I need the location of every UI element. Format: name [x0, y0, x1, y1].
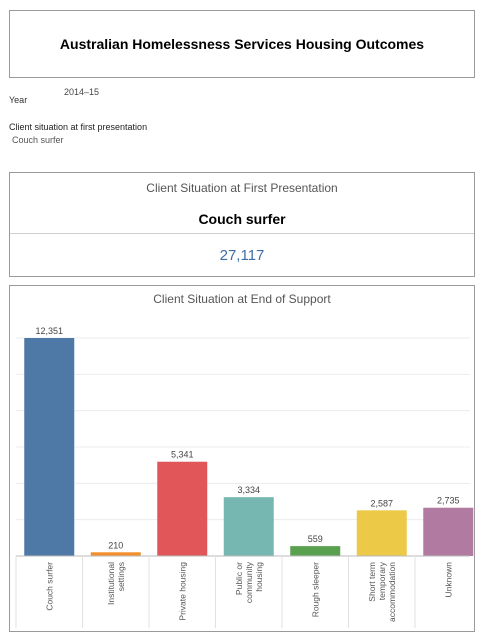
- kpi-value: 27,117: [219, 247, 265, 264]
- category-label: Public orcommunityhousing: [234, 561, 264, 603]
- bar[interactable]: [290, 546, 341, 556]
- bar[interactable]: [24, 338, 75, 556]
- chart-title: Client Situation at End of Support: [153, 292, 331, 306]
- year-filter-value[interactable]: 2014–15: [64, 87, 100, 97]
- data-label: 2,587: [370, 498, 393, 508]
- category-label: Unknown: [443, 562, 453, 598]
- bar[interactable]: [356, 510, 407, 556]
- year-filter-label: Year: [9, 95, 28, 105]
- data-label: 559: [308, 534, 323, 544]
- category-label: Rough sleeper: [310, 562, 320, 617]
- category-label: Couch surfer: [44, 562, 54, 611]
- bar-chart: 12,351 Couch surfer 210 Institutionalsettin…: [15, 326, 474, 628]
- kpi-heading: Client Situation at First Presentation: [146, 181, 338, 195]
- kpi-divider: [10, 233, 474, 234]
- situation-filter-label: Client situation at first presentation: [9, 122, 148, 132]
- dashboard-title: Australian Homelessness Services Housing…: [59, 36, 425, 52]
- kpi-card: Client Situation at First Presentation C…: [9, 172, 475, 277]
- bar[interactable]: [223, 497, 274, 556]
- data-label: 12,351: [35, 326, 63, 336]
- category-label: Institutionalsettings: [106, 562, 126, 605]
- data-label: 5,341: [171, 450, 194, 460]
- category-label: Private housing: [177, 562, 187, 621]
- bar[interactable]: [423, 507, 474, 556]
- data-label: 3,334: [237, 485, 260, 495]
- bar[interactable]: [90, 552, 141, 556]
- data-label: 210: [108, 540, 123, 550]
- bar[interactable]: [157, 461, 208, 556]
- category-label: Short termtemporaryaccommodation: [367, 561, 397, 622]
- kpi-category: Couch surfer: [198, 211, 286, 227]
- dashboard-title-box: Australian Homelessness Services Housing…: [9, 10, 475, 78]
- situation-filter-value[interactable]: Couch surfer: [12, 135, 64, 145]
- data-label: 2,735: [437, 496, 460, 506]
- end-of-support-chart-card: Client Situation at End of Support 12,35…: [9, 285, 475, 632]
